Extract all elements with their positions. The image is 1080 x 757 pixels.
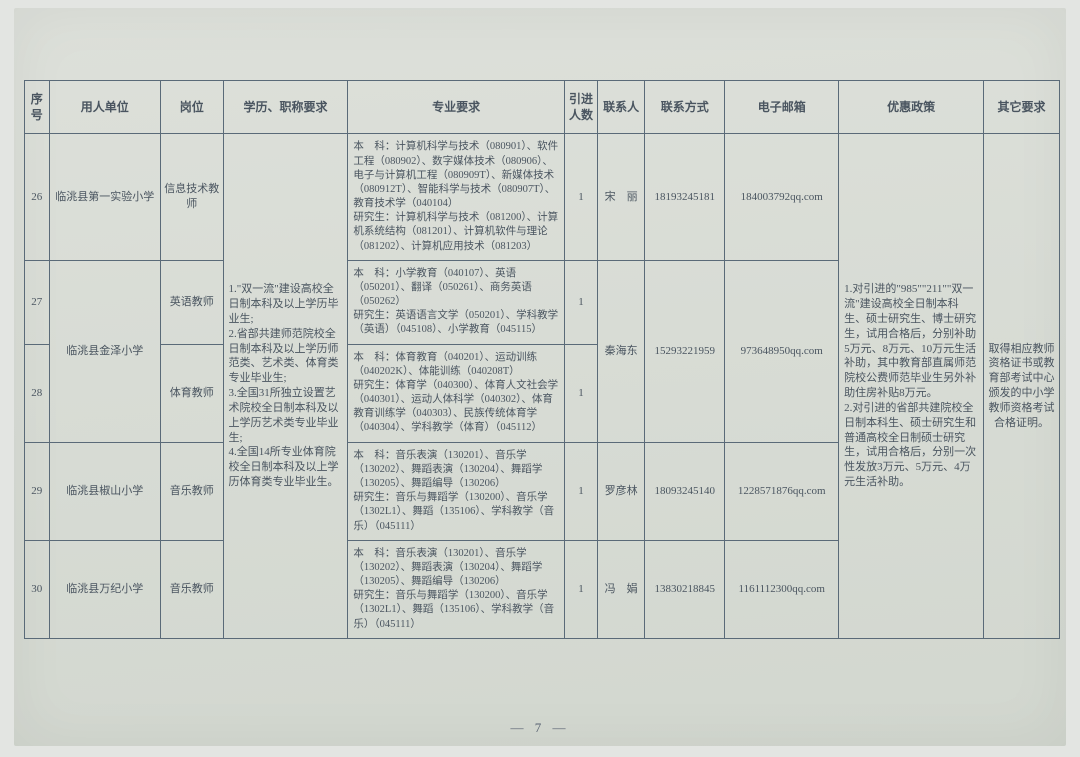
cell-phone: 18093245140: [645, 442, 725, 540]
edu-requirement-text: 1."双一流"建设高校全日制本科及以上学历毕业生; 2.省部共建师范院校全日制本…: [229, 283, 339, 488]
cell-contact: 秦海东: [598, 260, 645, 442]
col-edu: 学历、职称要求: [223, 81, 348, 134]
spec-bk: 本 科：音乐表演（130201）、音乐学（130202）、舞蹈表演（130204…: [353, 450, 542, 489]
spec-bk: 本 科：体育教育（040201）、运动训练（040202K）、体能训练（0402…: [353, 352, 537, 377]
spec-yjs: 研究生：计算机科学与技术（081200）、计算机系统结构（081201）、计算机…: [353, 212, 558, 251]
spec-bk: 本 科：音乐表演（130201）、音乐学（130202）、舞蹈表演（130204…: [353, 548, 542, 587]
cell-post: 音乐教师: [161, 540, 223, 638]
table-header-row: 序号 用人单位 岗位 学历、职称要求 专业要求 引进人数 联系人 联系方式 电子…: [25, 81, 1060, 134]
cell-seq: 26: [25, 134, 50, 260]
col-phone: 联系方式: [645, 81, 725, 134]
cell-spec: 本 科：音乐表演（130201）、音乐学（130202）、舞蹈表演（130204…: [348, 442, 564, 540]
page-number: — 7 —: [14, 720, 1066, 736]
col-other: 其它要求: [984, 81, 1060, 134]
cell-email: 1161112300qq.com: [725, 540, 839, 638]
cell-other-merged: 取得相应教师资格证书或教育部考试中心颁发的中小学教师资格考试合格证明。: [984, 134, 1060, 638]
col-seq: 序号: [25, 81, 50, 134]
cell-unit: 临洮县金泽小学: [49, 260, 161, 442]
cell-num: 1: [564, 442, 597, 540]
spec-yjs: 研究生：英语语言文学（050201）、学科教学（英语）（045108）、小学教育…: [353, 310, 558, 335]
document-page: 序号 用人单位 岗位 学历、职称要求 专业要求 引进人数 联系人 联系方式 电子…: [14, 8, 1066, 746]
recruitment-table: 序号 用人单位 岗位 学历、职称要求 专业要求 引进人数 联系人 联系方式 电子…: [24, 80, 1060, 639]
col-email: 电子邮箱: [725, 81, 839, 134]
cell-num: 1: [564, 540, 597, 638]
col-post: 岗位: [161, 81, 223, 134]
spec-bk: 本 科：计算机科学与技术（080901）、软件工程（080902）、数字媒体技术…: [353, 141, 558, 209]
cell-spec: 本 科：音乐表演（130201）、音乐学（130202）、舞蹈表演（130204…: [348, 540, 564, 638]
col-unit: 用人单位: [49, 81, 161, 134]
cell-phone: 13830218845: [645, 540, 725, 638]
cell-unit: 临洮县第一实验小学: [49, 134, 161, 260]
cell-num: 1: [564, 260, 597, 344]
col-spec: 专业要求: [348, 81, 564, 134]
cell-seq: 27: [25, 260, 50, 344]
cell-phone: 15293221959: [645, 260, 725, 442]
cell-email: 1228571876qq.com: [725, 442, 839, 540]
cell-post: 音乐教师: [161, 442, 223, 540]
cell-policy-merged: 1.对引进的"985""211""双一流"建设高校全日制本科生、硕士研究生、博士…: [839, 134, 984, 638]
cell-contact: 宋 丽: [598, 134, 645, 260]
cell-email: 184003792qq.com: [725, 134, 839, 260]
cell-post: 体育教师: [161, 344, 223, 442]
table-row: 26 临洮县第一实验小学 信息技术教师 1."双一流"建设高校全日制本科及以上学…: [25, 134, 1060, 260]
recruitment-table-wrap: 序号 用人单位 岗位 学历、职称要求 专业要求 引进人数 联系人 联系方式 电子…: [24, 80, 1060, 639]
cell-seq: 29: [25, 442, 50, 540]
col-contact: 联系人: [598, 81, 645, 134]
cell-spec: 本 科：小学教育（040107）、英语（050201）、翻译（050261）、商…: [348, 260, 564, 344]
col-num: 引进人数: [564, 81, 597, 134]
policy-text: 1.对引进的"985""211""双一流"建设高校全日制本科生、硕士研究生、博士…: [844, 283, 976, 488]
cell-post: 信息技术教师: [161, 134, 223, 260]
spec-yjs: 研究生：音乐与舞蹈学（130200）、音乐学（1302L1）、舞蹈（135106…: [353, 492, 554, 531]
cell-post: 英语教师: [161, 260, 223, 344]
cell-seq: 28: [25, 344, 50, 442]
other-text: 取得相应教师资格证书或教育部考试中心颁发的中小学教师资格考试合格证明。: [989, 343, 1055, 429]
spec-bk: 本 科：小学教育（040107）、英语（050201）、翻译（050261）、商…: [353, 268, 532, 307]
spec-yjs: 研究生：体育学（040300）、体育人文社会学（040301）、运动人体科学（0…: [353, 380, 558, 434]
spec-yjs: 研究生：音乐与舞蹈学（130200）、音乐学（1302L1）、舞蹈（135106…: [353, 590, 554, 629]
cell-email: 973648950qq.com: [725, 260, 839, 442]
cell-unit: 临洮县万纪小学: [49, 540, 161, 638]
cell-num: 1: [564, 134, 597, 260]
col-policy: 优惠政策: [839, 81, 984, 134]
cell-spec: 本 科：体育教育（040201）、运动训练（040202K）、体能训练（0402…: [348, 344, 564, 442]
cell-spec: 本 科：计算机科学与技术（080901）、软件工程（080902）、数字媒体技术…: [348, 134, 564, 260]
cell-edu-merged: 1."双一流"建设高校全日制本科及以上学历毕业生; 2.省部共建师范院校全日制本…: [223, 134, 348, 638]
cell-seq: 30: [25, 540, 50, 638]
cell-contact: 罗彦林: [598, 442, 645, 540]
cell-num: 1: [564, 344, 597, 442]
cell-phone: 18193245181: [645, 134, 725, 260]
cell-unit: 临洮县椒山小学: [49, 442, 161, 540]
cell-contact: 冯 娟: [598, 540, 645, 638]
